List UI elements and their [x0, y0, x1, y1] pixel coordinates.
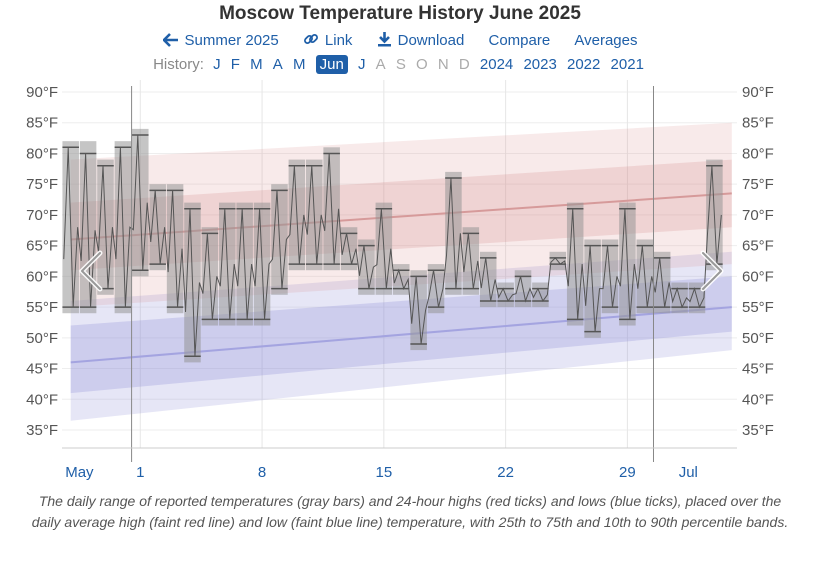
month-dec: D [458, 56, 470, 73]
month-oct: O [416, 56, 428, 73]
month-feb[interactable]: F [230, 56, 240, 73]
year-2021[interactable]: 2021 [610, 56, 644, 73]
y-tick-label-left: 85°F [26, 115, 58, 132]
download-icon [377, 31, 392, 49]
high-band-25-75 [70, 159, 732, 271]
history-nav: History: J F M A M Jun J A S O N D 2024 … [0, 55, 800, 74]
permalink-link[interactable]: Link [303, 31, 353, 49]
y-tick-label-right: 65°F [742, 238, 774, 255]
history-label: History: [153, 56, 204, 73]
download-link-label: Download [397, 32, 465, 49]
y-tick-label-right: 85°F [742, 115, 774, 132]
x-tick-label: 15 [375, 464, 392, 481]
y-tick-label-left: 90°F [26, 84, 58, 101]
year-2023[interactable]: 2023 [523, 56, 557, 73]
toolbar-links: Summer 2025 Link Download Compare Averag… [0, 31, 800, 49]
chevron-right-icon-stroke [702, 252, 722, 290]
y-tick-label-right: 90°F [742, 84, 774, 101]
month-sep: S [395, 56, 406, 73]
month-mar[interactable]: M [250, 56, 263, 73]
y-tick-label-left: 40°F [26, 391, 58, 408]
y-tick-label-left: 35°F [26, 422, 58, 439]
y-tick-label-right: 80°F [742, 145, 774, 162]
month-jul[interactable]: J [357, 56, 366, 73]
x-tick-label: 8 [258, 464, 266, 481]
y-tick-label-right: 75°F [742, 176, 774, 193]
y-tick-label-right: 40°F [742, 391, 774, 408]
x-tick-label: Jul [679, 464, 698, 481]
year-2024[interactable]: 2024 [479, 56, 514, 73]
link-icon [303, 31, 319, 49]
x-tick-label: May [65, 464, 94, 481]
averages-link[interactable]: Averages [574, 32, 638, 49]
compare-link[interactable]: Compare [488, 32, 551, 49]
y-tick-label-left: 60°F [26, 268, 58, 285]
month-jun-selected[interactable]: Jun [315, 55, 348, 74]
y-tick-label-left: 70°F [26, 207, 58, 224]
permalink-link-label: Link [324, 32, 353, 49]
chart-caption: The daily range of reported temperatures… [31, 493, 789, 530]
low-band-10-90 [70, 251, 732, 421]
y-tick-label-right: 45°F [742, 361, 774, 378]
y-tick-label-left: 65°F [26, 238, 58, 255]
y-tick-label-left: 75°F [26, 176, 58, 193]
y-tick-label-right: 55°F [742, 299, 774, 316]
year-2022[interactable]: 2022 [567, 56, 601, 73]
x-tick-label: 29 [619, 464, 636, 481]
y-tick-label-left: 45°F [26, 361, 58, 378]
x-tick-label: 22 [497, 464, 514, 481]
x-tick-label: 1 [136, 464, 144, 481]
y-tick-label-right: 70°F [742, 207, 774, 224]
high-band-10-90 [70, 122, 732, 308]
chevron-left-icon-stroke [81, 252, 101, 290]
y-tick-label-left: 80°F [26, 145, 58, 162]
y-tick-label-right: 60°F [742, 268, 774, 285]
month-may[interactable]: M [292, 56, 306, 73]
download-link[interactable]: Download [377, 31, 465, 49]
month-nov: N [437, 56, 449, 73]
month-aug: A [375, 56, 386, 73]
summer-link[interactable]: Summer 2025 [161, 32, 279, 49]
month-apr[interactable]: A [272, 56, 283, 73]
temperature-chart: 35°F 35°F 40°F 40°F 45°F 45°F 50°F 50°F 55°F 55°F… [26, 80, 774, 481]
chart-title: Moscow Temperature History June 2025 [219, 3, 581, 24]
arrow-left-icon [161, 32, 179, 49]
y-tick-label-right: 35°F [742, 422, 774, 439]
y-tick-label-left: 50°F [26, 330, 58, 347]
temperature-trace [63, 134, 722, 357]
summer-link-label: Summer 2025 [184, 32, 279, 49]
month-jan[interactable]: J [213, 56, 221, 73]
y-tick-label-left: 55°F [26, 299, 58, 316]
y-tick-label-right: 50°F [742, 330, 774, 347]
